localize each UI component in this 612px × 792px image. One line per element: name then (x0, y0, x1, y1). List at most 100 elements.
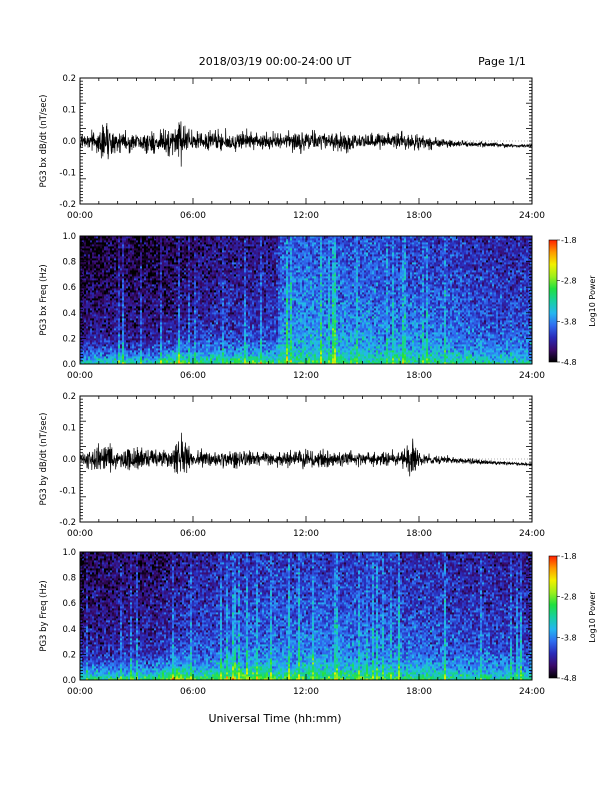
spectrogram-cell (126, 302, 129, 305)
spectrogram-cell (86, 286, 89, 289)
spectrogram-cell (114, 306, 117, 309)
spectrogram-cell (122, 302, 125, 305)
spectrogram-cell (98, 312, 101, 315)
spectrogram-cell (110, 276, 113, 279)
spectrogram-cell (90, 248, 93, 251)
spectrogram-cell (130, 332, 133, 335)
spectrogram-cell (106, 302, 109, 305)
spectrogram-cell (98, 354, 101, 357)
spectrogram-cell (100, 290, 103, 293)
spectrogram-cell (108, 312, 111, 315)
spectrogram-cell (116, 280, 119, 283)
spectrogram-cell (134, 306, 137, 309)
spectrogram-cell (112, 302, 115, 305)
spectrogram-cell (88, 262, 91, 265)
spectrogram-cell (96, 312, 99, 315)
spectrogram-cell (126, 292, 129, 295)
spectrogram-cell (128, 284, 131, 287)
spectrogram-cell (136, 314, 139, 317)
spectrogram-cell (102, 252, 105, 255)
spectrogram-cell (98, 334, 101, 337)
spectrogram-cell (88, 252, 91, 255)
spectrogram-cell (124, 284, 127, 287)
spectrogram-cell (124, 264, 127, 267)
spectrogram-cell (128, 326, 131, 329)
spectrogram-cell (112, 328, 115, 331)
spectrogram-cell (84, 312, 87, 315)
spectrogram-cell (132, 348, 135, 351)
spectrogram-cell (88, 344, 91, 347)
spectrogram-cell (114, 246, 117, 249)
spectrogram-cell (88, 242, 91, 245)
spectrogram-cell (102, 258, 105, 261)
spectrogram-cell (128, 262, 131, 265)
spectrogram-cell (122, 280, 125, 283)
spectrogram-cell (88, 276, 91, 279)
spectrogram-cell (96, 242, 99, 245)
spectrogram-cell (82, 252, 85, 255)
spectrogram-cell (102, 320, 105, 323)
spectrogram-cell (102, 266, 105, 269)
spectrogram-cell (86, 324, 89, 327)
spectrogram-cell (136, 298, 139, 301)
spectrogram-cell (116, 240, 119, 243)
spectrogram-cell (86, 280, 89, 283)
spectrogram-cell (116, 246, 119, 249)
spectrogram-cell (82, 354, 85, 357)
spectrogram-cell (126, 310, 129, 313)
spectrogram-cell (124, 236, 127, 239)
spectrogram-cell (106, 276, 109, 279)
spectrogram-cell (136, 316, 139, 319)
spectrogram-cell (120, 274, 123, 277)
spectrogram-cell (120, 284, 123, 287)
spectrogram-cell (106, 262, 109, 265)
spectrogram-cell (132, 360, 135, 363)
spectrogram-cell (110, 350, 113, 353)
spectrogram-cell (104, 284, 107, 287)
spectrogram-cell (82, 346, 85, 349)
spectrogram-cell (98, 332, 101, 335)
spectrogram-cell (98, 300, 101, 303)
spectrogram-cell (90, 246, 93, 249)
spectrogram-cell (110, 338, 113, 341)
spectrogram-cell (98, 246, 101, 249)
spectrogram-cell (106, 260, 109, 263)
spectrogram-cell (130, 252, 133, 255)
spectrogram-cell (110, 308, 113, 311)
spectrogram-cell (88, 296, 91, 299)
spectrogram-cell (118, 320, 121, 323)
spectrogram-cell (114, 262, 117, 265)
spectrogram-cell (122, 334, 125, 337)
spectrogram-cell (96, 250, 99, 253)
spectrogram-cell (80, 304, 83, 307)
spectrogram-cell (102, 310, 105, 313)
spectrogram-cell (130, 236, 133, 239)
spectrogram-cell (130, 264, 133, 267)
spectrogram-cell (82, 330, 85, 333)
spectrogram-cell (100, 298, 103, 301)
spectrogram-cell (106, 282, 109, 285)
spectrogram-cell (98, 258, 101, 261)
spectrogram-cell (134, 256, 137, 259)
spectrogram-cell (94, 318, 97, 321)
spectrogram-cell (102, 236, 105, 239)
spectrogram-cell (106, 334, 109, 337)
spectrogram-cell (108, 240, 111, 243)
spectrogram-cell (106, 256, 109, 259)
spectrogram-cell (104, 274, 107, 277)
spectrogram-cell (112, 304, 115, 307)
spectrogram-cell (124, 278, 127, 281)
spectrogram-cell (110, 362, 113, 365)
spectrogram-cell (100, 268, 103, 271)
spectrogram-cell (104, 318, 107, 321)
spectrogram-cell (98, 286, 101, 289)
spectrogram-cell (110, 304, 113, 307)
spectrogram-cell (90, 250, 93, 253)
spectrogram-cell (110, 320, 113, 323)
spectrogram-cell (132, 318, 135, 321)
spectrogram-cell (130, 348, 133, 351)
spectrogram-cell (128, 346, 131, 349)
spectrogram-cell (82, 350, 85, 353)
spectrogram-cell (116, 330, 119, 333)
spectrogram-cell (102, 244, 105, 247)
